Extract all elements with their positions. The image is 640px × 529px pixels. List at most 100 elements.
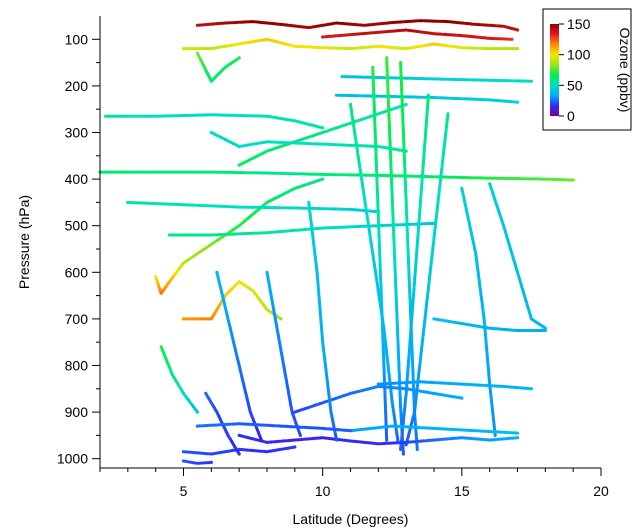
colorbar-legend: 0 50 100 150 Ozone (ppbv) [542,8,633,131]
x-tick-label: 15 [454,483,470,499]
data-point [100,170,104,174]
x-tick-label: 5 [180,483,188,499]
data-point [140,170,144,174]
data-point [396,438,400,442]
data-point [207,170,211,174]
data-point [500,47,505,51]
data-point [543,326,547,330]
data-point [299,206,304,210]
data-point [209,113,213,117]
y-axis-title: Pressure (hPa) [16,195,32,289]
data-point [376,199,380,203]
data-point [260,171,265,175]
data-point [199,317,203,321]
data-point [399,408,403,412]
data-point [159,202,163,206]
data-point [398,397,402,401]
data-point [401,117,405,121]
data-point [443,77,447,81]
data-point [256,171,260,175]
data-point [289,172,294,176]
data-point [396,174,400,178]
data-point [543,328,547,333]
data-point [169,170,173,174]
data-point [293,206,297,210]
data-point [234,113,238,117]
data-point [174,170,178,174]
data-point [448,175,452,179]
data-point [383,405,388,409]
data-point [348,429,353,433]
data-point [285,229,289,233]
data-point [202,461,206,465]
data-point [335,438,339,442]
data-point [309,142,314,146]
data-point [207,233,211,237]
y-axis-ticks: 100 200 300 400 500 600 700 800 900 1000 [57,31,100,467]
data-point [318,142,322,146]
data-point [196,233,200,237]
data-point [151,170,155,174]
data-point [216,113,220,117]
data-point [205,461,209,465]
data-point [468,176,472,180]
data-point [227,113,231,117]
data-point [111,170,115,174]
data-point [195,410,199,414]
data-point [401,452,405,456]
data-point [245,171,249,175]
data-point [452,77,456,81]
data-point [388,143,392,147]
data-point [327,172,331,177]
data-point [200,170,204,174]
data-point [337,93,341,97]
data-point [334,173,338,177]
data-point [325,172,329,177]
data-point [392,174,396,178]
data-point [384,429,388,433]
data-point [321,177,325,181]
data-point [384,416,388,420]
data-point [285,171,289,176]
data-point [311,206,315,210]
data-point [313,206,317,211]
data-point [427,221,432,226]
data-point [167,170,171,174]
y-tick-label: 100 [65,31,89,47]
data-point [185,170,189,174]
data-point [110,114,114,118]
data-point [257,205,261,209]
data-point [151,114,156,118]
data-point [246,205,250,209]
data-point [276,140,280,144]
data-point [243,114,247,118]
data-point [165,114,169,118]
data-point [410,76,414,80]
data-point [406,253,410,257]
data-point [328,207,333,211]
data-point [108,114,112,118]
data-point [340,75,344,79]
data-point [234,170,238,175]
data-point [235,205,239,209]
data-point [170,233,174,237]
data-point [217,204,221,208]
data-point [343,143,347,147]
colorbar-title: Ozone (ppbv) [617,28,633,113]
data-point [374,164,379,168]
data-point [351,75,356,79]
data-point [324,207,328,211]
data-point [443,175,447,179]
data-point [186,460,190,464]
data-point [378,260,382,264]
data-point [343,225,347,229]
data-point [201,204,206,208]
data-point [143,114,147,118]
data-point [396,95,400,99]
data-point [150,201,154,205]
data-point [156,170,160,174]
data-point [352,173,356,177]
data-point [321,126,325,130]
data-point [352,143,356,147]
data-point [372,89,376,93]
